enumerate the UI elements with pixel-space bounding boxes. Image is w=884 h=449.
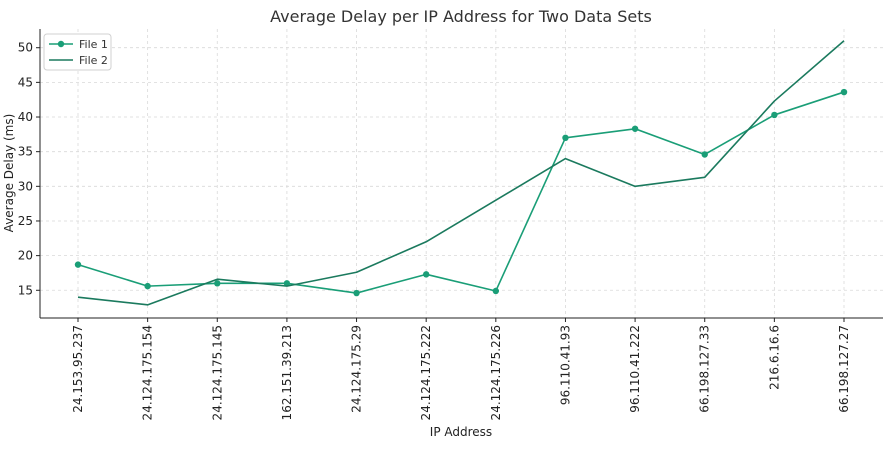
axes [39,29,883,319]
y-tick-label: 40 [18,110,33,124]
data-point [492,287,500,295]
x-tick-label: 96.110.41.222 [628,325,642,413]
data-point [144,282,151,290]
data-point [771,111,778,119]
series-group [74,40,848,306]
legend-marker [57,40,65,48]
data-point [562,134,569,142]
x-tick-label: 66.198.127.33 [698,325,712,413]
y-tick-label: 15 [18,283,33,297]
x-tick-label: 24.124.175.29 [350,325,364,413]
x-tick-label: 24.124.175.154 [141,325,155,420]
y-tick-label: 50 [18,41,33,55]
y-tick-label: 25 [18,214,33,228]
grid [40,29,883,318]
x-tick-label: 24.124.175.226 [489,325,503,420]
y-axis-label: Average Delay (ms) [2,114,16,233]
series-line-2 [77,40,845,306]
data-point [631,125,639,132]
y-tick-label: 20 [18,249,33,263]
data-point [214,280,221,287]
legend-label: File 1 [79,38,108,51]
data-point [840,88,848,96]
series-line-1 [77,91,845,294]
x-tick-label: 162.151.39.213 [280,325,294,420]
x-tick-label: 24.124.175.145 [210,325,224,420]
data-point [422,271,430,278]
x-axis-ticks: 24.153.95.237 24.124.175.154 24.124.175.14… [71,318,851,420]
chart-title: Average Delay per IP Address for Two Dat… [270,7,652,26]
x-tick-label: 96.110.41.93 [558,325,572,405]
x-axis-label: IP Address [430,425,492,439]
data-point [74,261,82,268]
x-tick-label: 24.153.95.237 [71,325,85,413]
x-tick-label: 24.124.175.222 [419,325,433,420]
legend: File 1 File 2 [43,33,112,71]
y-tick-label: 45 [18,75,33,89]
y-axis-ticks: 15 20 25 30 35 40 45 50 [18,41,40,297]
x-tick-label: 216.6.16.6 [767,325,781,390]
y-tick-label: 30 [18,179,33,193]
legend-label: File 2 [79,54,108,67]
data-point [353,289,360,297]
y-tick-label: 35 [18,145,33,159]
data-point [701,151,708,158]
data-point [283,280,291,287]
x-tick-label: 66.198.127.27 [837,325,851,413]
